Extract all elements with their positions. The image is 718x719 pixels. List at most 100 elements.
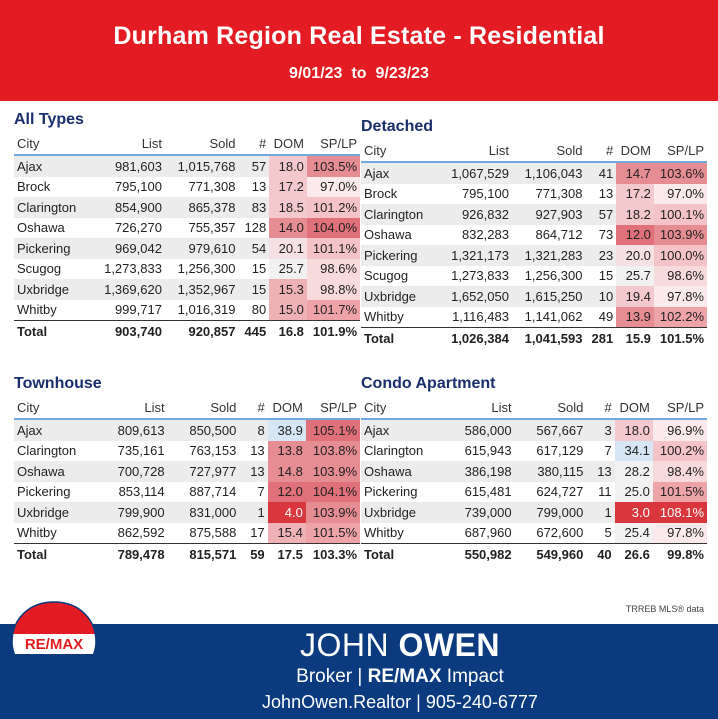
table-row: Whitby 687,960 672,600 5 25.4 97.8% <box>361 522 707 544</box>
table-row: Ajax 981,603 1,015,768 57 18.0 103.5% <box>14 155 360 177</box>
cell-dom: 25.7 <box>616 265 654 286</box>
column-header-dom: DOM <box>267 396 306 420</box>
cell-num: 13 <box>239 461 268 482</box>
column-header-dom: DOM <box>269 132 307 156</box>
panel-townhouse: Townhouse City List Sold # DOM SP/LP Ajax 809,61… <box>14 375 360 564</box>
cell-dom: 20.1 <box>269 238 307 259</box>
cell-list: 615,943 <box>464 443 512 459</box>
table-row: Oshawa 832,283 864,712 73 12.0 103.9% <box>361 224 707 245</box>
cell-dom: 15.0 <box>269 299 307 321</box>
cell-list: 586,000 <box>443 419 515 441</box>
column-header-list: List <box>443 396 515 420</box>
total-list: 550,982 <box>443 543 515 564</box>
cell-list: 1,321,173 <box>439 245 512 266</box>
cell-sold: 1,256,300 <box>177 261 236 277</box>
cell-list: 795,100 <box>461 186 509 202</box>
cell-num: 57 <box>238 155 270 177</box>
cell-sold: 1,106,043 <box>511 162 586 184</box>
cell-num: 13 <box>598 186 614 202</box>
column-header-city: City <box>361 396 444 420</box>
column-header-sold: Sold <box>511 139 586 163</box>
table-row: Uxbridge 1,652,050 1,615,250 10 19.4 97.8% <box>361 286 707 307</box>
cell-city: Whitby <box>17 525 57 541</box>
company-suffix: Impact <box>441 666 504 687</box>
total-city: Total <box>361 543 444 564</box>
column-header-num: # <box>239 396 268 420</box>
table-row: Whitby 1,116,483 1,141,062 49 13.9 102.2% <box>361 306 707 328</box>
cell-city: Whitby <box>17 302 57 318</box>
cell-list: 926,832 <box>439 204 512 225</box>
cell-num: 7 <box>257 484 265 500</box>
stats-table: City List Sold # DOM SP/LP Ajax 586,000 567,667 3… <box>361 396 707 564</box>
table-row: Ajax 809,613 850,500 8 38.9 105.1% <box>14 419 360 441</box>
cell-city: Ajax <box>361 419 444 441</box>
cell-city: Pickering <box>364 484 418 500</box>
cell-sold: 850,500 <box>167 419 240 441</box>
table-row: Pickering 853,114 887,714 7 12.0 104.1% <box>14 481 360 502</box>
agent-website[interactable]: JohnOwen.Realtor <box>262 692 412 712</box>
panel-title: Condo Apartment <box>361 375 496 392</box>
cell-num: 3 <box>586 419 615 441</box>
cell-city: Oshawa <box>14 461 97 482</box>
cell-num: 8 <box>239 419 268 441</box>
total-splp: 101.9% <box>306 320 360 341</box>
company-brand: RE/MAX <box>367 666 442 687</box>
cell-list: 999,717 <box>114 302 162 318</box>
cell-sold: 887,714 <box>189 484 237 500</box>
cell-num: 49 <box>598 309 614 325</box>
cell-dom: 13.9 <box>616 306 654 328</box>
table-row: Pickering 1,321,173 1,321,283 23 20.0 100.0% <box>361 245 707 266</box>
cell-city: Whitby <box>364 525 404 541</box>
cell-dom: 18.0 <box>614 419 653 441</box>
report-header: Durham Region Real Estate - Residential … <box>0 0 718 101</box>
table-row: Scugog 1,273,833 1,256,300 15 25.7 98.6% <box>361 265 707 286</box>
cell-list: 726,270 <box>114 220 162 236</box>
cell-list: 1,273,833 <box>104 261 162 277</box>
cell-city: Ajax <box>14 155 93 177</box>
cell-city: Pickering <box>361 245 440 266</box>
cell-splp: 102.2% <box>653 306 707 328</box>
cell-splp: 101.5% <box>652 481 707 502</box>
cell-sold: 771,308 <box>188 179 236 195</box>
cell-list: 1,116,483 <box>452 309 509 325</box>
cell-dom: 38.9 <box>267 419 306 441</box>
table-total-row: Total 1,026,384 1,041,593 281 15.9 101.5% <box>361 327 707 348</box>
total-splp: 99.8% <box>652 543 707 564</box>
cell-num: 13 <box>586 461 615 482</box>
cell-num: 80 <box>251 302 267 318</box>
column-header-city: City <box>361 139 440 163</box>
data-source-note: TRREB MLS® data <box>625 604 704 614</box>
cell-dom: 17.2 <box>616 183 654 204</box>
cell-splp: 97.8% <box>653 286 707 307</box>
cell-num: 54 <box>238 238 270 259</box>
contact-line: JohnOwen.Realtor | 905-240-6777 <box>262 692 538 712</box>
cell-dom: 14.8 <box>267 461 306 482</box>
cell-num: 13 <box>251 179 267 195</box>
cell-splp: 98.8% <box>306 279 360 300</box>
cell-dom: 17.2 <box>269 176 307 197</box>
cell-sold: 1,615,250 <box>511 286 586 307</box>
cell-dom: 18.0 <box>269 155 307 177</box>
table-row: Pickering 615,481 624,727 11 25.0 101.5% <box>361 481 707 502</box>
cell-num: 1 <box>239 502 268 523</box>
agent-last-name: OWEN <box>398 627 501 663</box>
cell-dom: 12.0 <box>616 224 654 245</box>
cell-dom: 13.8 <box>267 440 306 461</box>
agent-phone[interactable]: 905-240-6777 <box>425 692 538 712</box>
cell-sold: 1,256,300 <box>524 268 583 284</box>
cell-splp: 100.2% <box>652 440 707 461</box>
cell-dom: 15.3 <box>269 279 307 300</box>
cell-sold: 865,378 <box>164 197 239 218</box>
cell-sold: 1,141,062 <box>524 309 583 325</box>
table-row: Clarington 615,943 617,129 7 34.1 100.2% <box>361 440 707 461</box>
cell-list: 1,067,529 <box>439 162 512 184</box>
footer-blue-band <box>0 624 718 719</box>
cell-splp: 98.4% <box>652 461 707 482</box>
cell-splp: 108.1% <box>652 502 707 523</box>
total-num: 281 <box>585 327 617 348</box>
total-dom: 17.5 <box>267 543 306 564</box>
date-from: 9/01/23 <box>289 65 343 82</box>
column-header-sold: Sold <box>167 396 240 420</box>
cell-num: 83 <box>238 197 270 218</box>
cell-splp: 101.5% <box>305 522 360 544</box>
